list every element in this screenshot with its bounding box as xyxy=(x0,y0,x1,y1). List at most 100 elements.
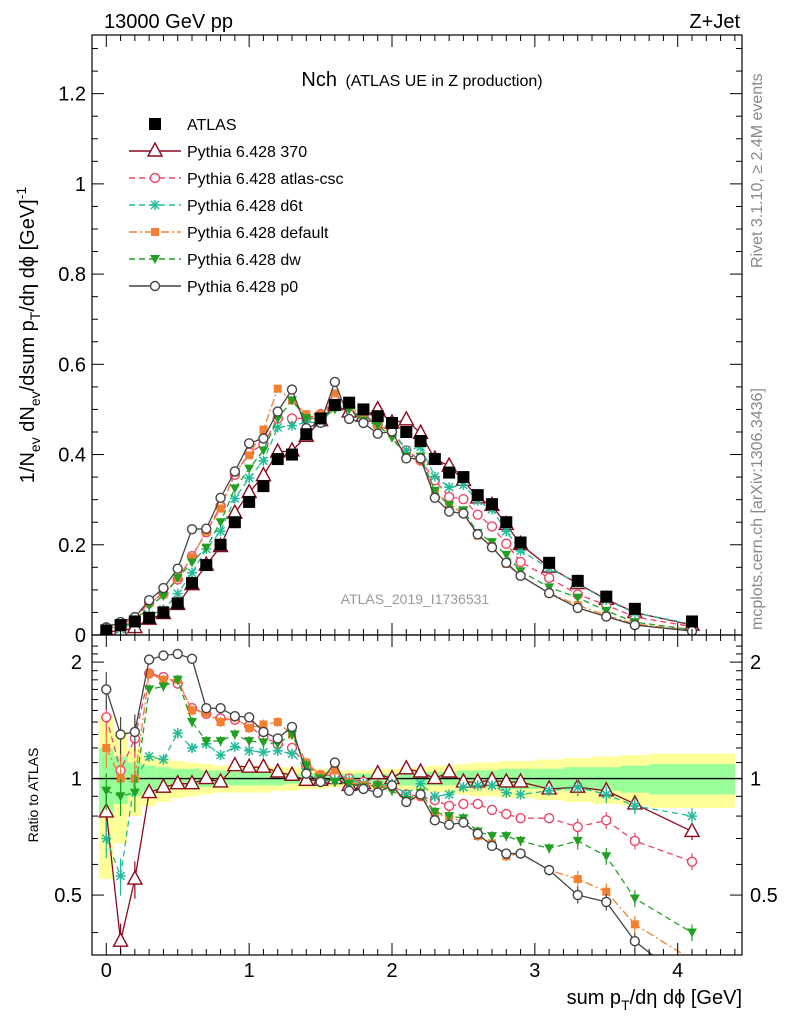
marker-triangle-down xyxy=(601,852,612,862)
marker-square xyxy=(259,425,268,434)
marker-square xyxy=(143,611,156,624)
x-axis-label: sum pT/dη dϕ [GeV] xyxy=(567,987,742,1013)
marker-triangle-down xyxy=(144,685,155,695)
marker-triangle-down xyxy=(201,543,212,553)
marker-circle xyxy=(515,848,526,859)
star-line xyxy=(244,746,254,756)
star-line xyxy=(216,750,226,760)
marker-circle xyxy=(158,650,169,661)
marker-circle xyxy=(158,582,169,594)
marker-circle xyxy=(215,492,226,504)
marker-triangle-down xyxy=(287,730,297,740)
header-left: 13000 GeV pp xyxy=(104,11,233,33)
marker-star xyxy=(601,789,612,800)
marker-triangle-down xyxy=(187,558,197,568)
marker-circle xyxy=(501,848,512,859)
marker-circle xyxy=(543,812,555,824)
marker-square xyxy=(630,920,639,929)
marker-circle xyxy=(186,523,198,535)
marker-triangle-up xyxy=(198,769,215,785)
ylabel-dn: dN xyxy=(17,406,39,437)
star-line xyxy=(144,752,154,762)
marker-circle xyxy=(486,804,498,816)
marker-circle xyxy=(101,684,112,695)
star-line xyxy=(444,482,454,492)
ratio-tick-label: 1 xyxy=(71,769,82,791)
marker-triangle-up xyxy=(512,772,529,788)
marker-square xyxy=(214,538,227,551)
marker-triangle-up xyxy=(269,762,286,778)
marker-circle xyxy=(358,417,369,429)
star-line xyxy=(258,747,268,757)
marker-triangle-down xyxy=(344,779,355,789)
legend-label-d6t: Pythia 6.428 d6t xyxy=(187,198,303,215)
marker-square xyxy=(471,489,484,502)
marker-square xyxy=(243,495,256,508)
marker-triangle-up xyxy=(146,141,164,157)
main-line-atlascsc xyxy=(106,399,693,630)
marker-circle xyxy=(458,798,469,810)
marker-square xyxy=(259,720,268,729)
plot-title: Nch (ATLAS UE in Z production) xyxy=(301,69,542,91)
marker-square xyxy=(686,615,698,628)
plot-title-main: Nch xyxy=(301,69,337,91)
marker-triangle-down xyxy=(515,836,526,846)
marker-star xyxy=(287,420,297,431)
marker-circle xyxy=(201,703,212,714)
marker-star xyxy=(544,785,555,796)
ratio-frame xyxy=(91,634,743,956)
marker-square xyxy=(216,504,225,513)
y-tick-label: 0.6 xyxy=(58,354,86,376)
star-line xyxy=(187,568,197,578)
legend-label-default: Pythia 6.428 default xyxy=(187,225,329,242)
marker-circle xyxy=(286,384,298,395)
marker-square xyxy=(157,606,170,619)
marker-square xyxy=(102,743,111,752)
marker-circle xyxy=(572,602,583,614)
marker-square xyxy=(357,403,370,416)
marker-star xyxy=(429,791,440,802)
marker-triangle-down xyxy=(158,682,169,692)
marker-circle xyxy=(172,648,183,660)
star-line xyxy=(101,833,111,844)
marker-triangle-down xyxy=(172,675,183,685)
legend-label-dw: Pythia 6.428 dw xyxy=(187,252,301,269)
marker-square xyxy=(128,615,141,628)
star-line xyxy=(444,789,454,799)
marker-triangle-down xyxy=(187,718,197,728)
marker-triangle-down xyxy=(429,807,440,817)
marker-triangle-down xyxy=(172,574,183,584)
star-line xyxy=(601,789,611,799)
star-line xyxy=(273,422,283,432)
marker-triangle-up xyxy=(683,821,701,838)
legend-label-p370: Pythia 6.428 370 xyxy=(187,144,307,161)
marker-triangle-up xyxy=(140,783,158,799)
marker-square xyxy=(188,706,196,715)
marker-square xyxy=(116,774,125,783)
marker-star xyxy=(215,526,226,537)
star-line xyxy=(573,782,583,792)
axes-group: 0 1 2 3 4 0 0.2 0.4 0.6 0.8 1 1.2 0.5 0.5 1 1 2 2 xyxy=(54,34,778,982)
star-line xyxy=(501,526,511,536)
marker-circle xyxy=(149,280,161,292)
y-tick-label: 0.2 xyxy=(58,535,86,557)
marker-triangle-down xyxy=(115,792,126,802)
marker-square xyxy=(257,480,270,493)
marker-circle xyxy=(272,733,283,744)
star-line xyxy=(116,871,126,881)
marker-triangle-down xyxy=(101,786,112,796)
marker-triangle-up xyxy=(255,757,272,773)
marker-square xyxy=(573,875,582,884)
marker-square xyxy=(186,577,198,590)
marker-circle xyxy=(329,376,341,388)
marker-triangle-down xyxy=(687,928,697,938)
marker-square xyxy=(228,516,241,529)
marker-triangle-down xyxy=(444,812,455,822)
star-line xyxy=(630,801,640,811)
marker-circle xyxy=(358,783,369,795)
marker-triangle-down xyxy=(544,844,555,854)
star-line xyxy=(430,791,440,801)
marker-circle xyxy=(572,889,583,901)
marker-circle xyxy=(443,819,455,830)
